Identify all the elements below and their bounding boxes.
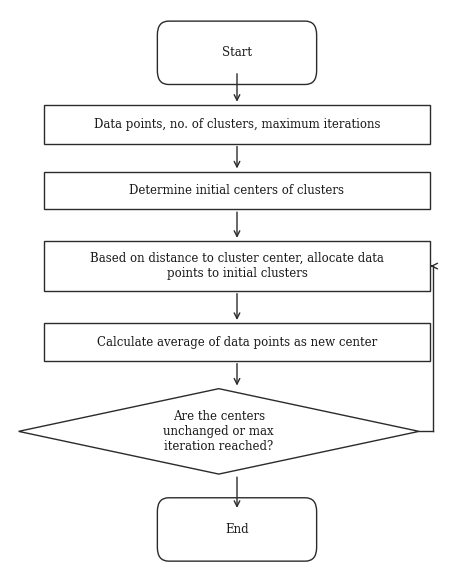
Text: End: End <box>225 523 249 536</box>
Text: Determine initial centers of clusters: Determine initial centers of clusters <box>129 184 345 197</box>
Text: Calculate average of data points as new center: Calculate average of data points as new … <box>97 336 377 348</box>
FancyBboxPatch shape <box>157 498 317 561</box>
Polygon shape <box>18 389 419 474</box>
Bar <box>44 241 430 291</box>
Bar <box>44 172 430 210</box>
Text: Data points, no. of clusters, maximum iterations: Data points, no. of clusters, maximum it… <box>94 118 380 131</box>
FancyBboxPatch shape <box>157 21 317 84</box>
Text: Are the centers
unchanged or max
iteration reached?: Are the centers unchanged or max iterati… <box>164 410 274 453</box>
Bar <box>44 105 430 144</box>
Text: Start: Start <box>222 46 252 59</box>
Text: Based on distance to cluster center, allocate data
points to initial clusters: Based on distance to cluster center, all… <box>90 252 384 280</box>
Bar <box>44 323 430 361</box>
